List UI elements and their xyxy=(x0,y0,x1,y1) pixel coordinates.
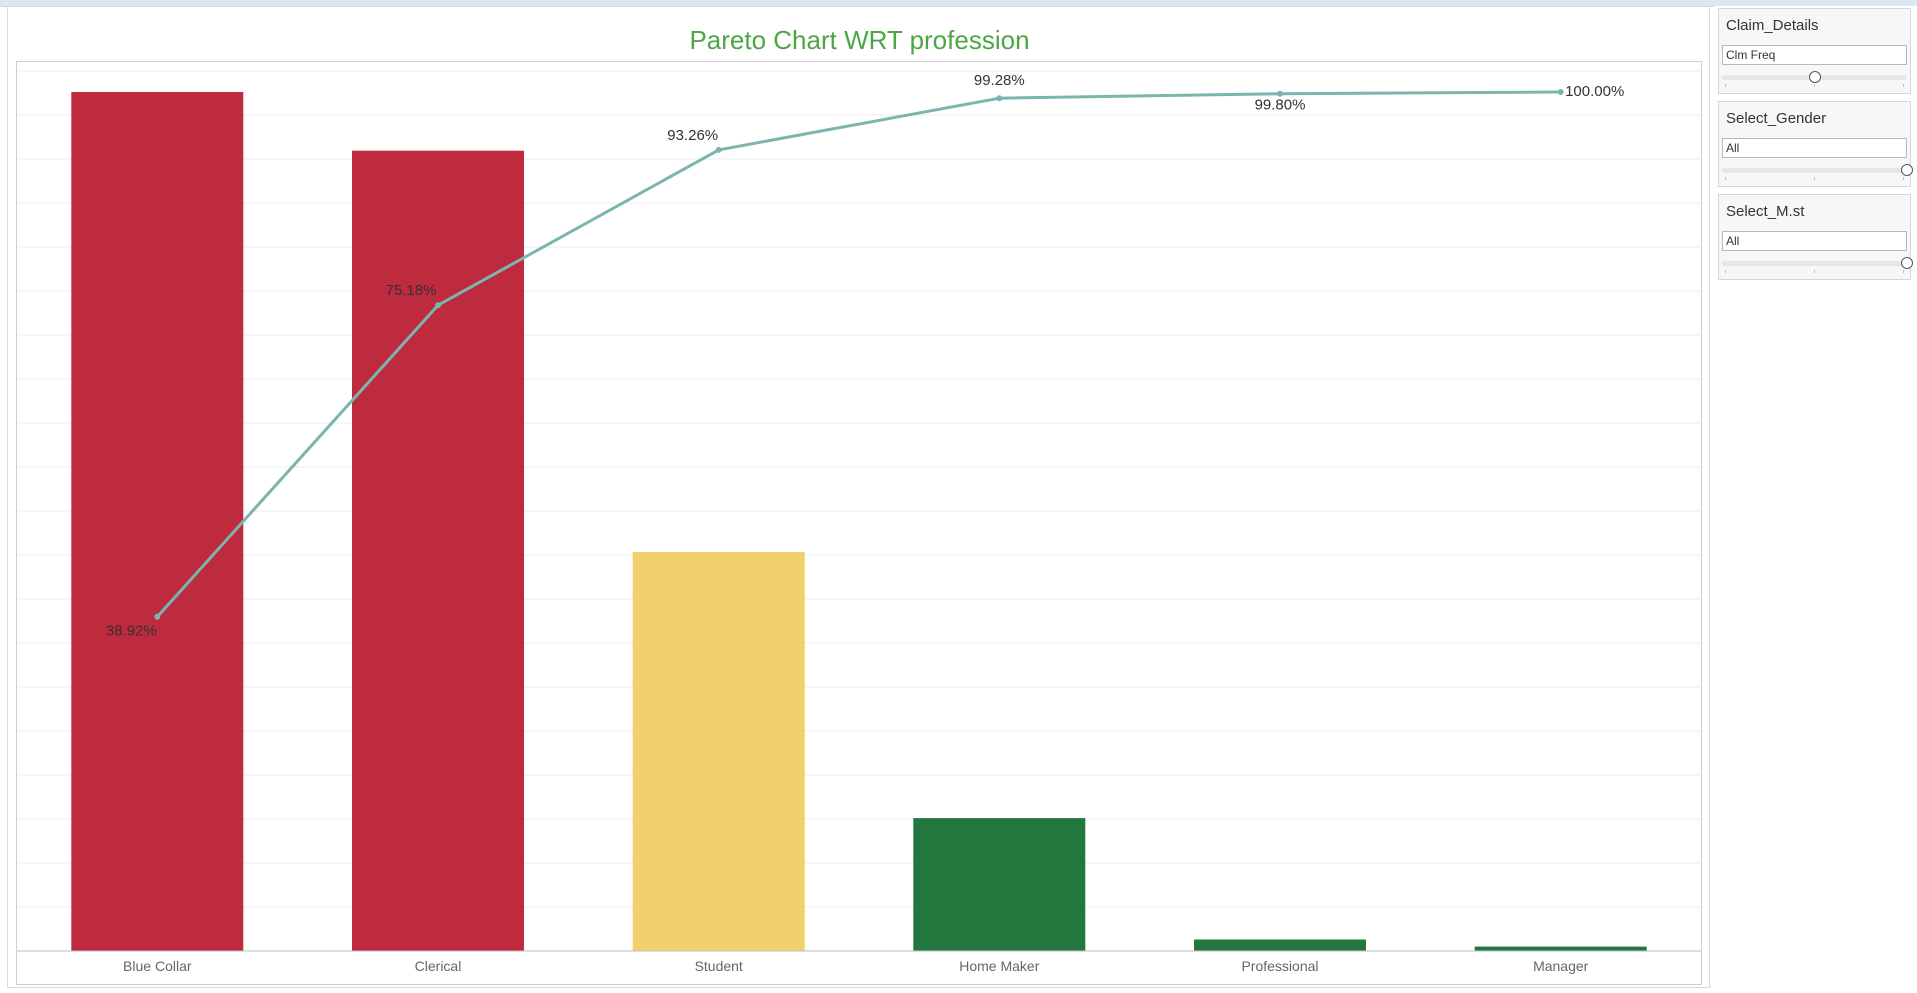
x-tick-label: Professional xyxy=(1241,958,1318,974)
cumulative-point xyxy=(1277,90,1283,97)
slider-thumb[interactable] xyxy=(1808,71,1821,83)
cumulative-line xyxy=(156,90,1561,618)
slider-thumb[interactable] xyxy=(1901,164,1913,176)
cumulative-label: 99.80% xyxy=(1255,97,1306,114)
x-tick-label: Student xyxy=(695,958,743,974)
x-tick-label: Clerical xyxy=(415,958,462,974)
cumulative-label: 93.26% xyxy=(667,127,718,144)
slider-tick xyxy=(1725,270,1726,273)
x-tick-label: Blue Collar xyxy=(123,958,192,974)
slider-tick xyxy=(1903,84,1904,87)
slider-thumb[interactable] xyxy=(1901,257,1913,269)
bar-home-maker xyxy=(913,818,1086,951)
chart-title: Pareto Chart WRT profession xyxy=(689,25,1030,55)
x-tick-label: Manager xyxy=(1533,958,1589,974)
bar-professional xyxy=(1194,939,1366,951)
bar-manager xyxy=(1474,946,1647,951)
claim-details-dropdown[interactable]: Clm Freq xyxy=(1722,45,1907,65)
slider-tick xyxy=(1725,177,1726,180)
cumulative-label: 100.00% xyxy=(1565,83,1624,100)
cumulative-point xyxy=(435,302,441,309)
plot-area: Blue Collar Clerical Student Home Maker Prof… xyxy=(16,61,1702,985)
bar-blue-collar xyxy=(71,92,244,951)
filter-card-select-mst: Select_M.st All xyxy=(1718,194,1913,280)
cumulative-label: 38.92% xyxy=(106,623,157,640)
slider-tick xyxy=(1814,270,1815,273)
cumulative-point xyxy=(1557,89,1564,95)
pareto-chart: Blue Collar Clerical Student Home Maker Prof… xyxy=(17,70,1701,974)
gender-dropdown[interactable]: All xyxy=(1722,138,1907,158)
filter-panel: Claim_Details Clm Freq Select_Gender All… xyxy=(1714,6,1917,988)
cumulative-point xyxy=(154,613,161,620)
mst-dropdown[interactable]: All xyxy=(1722,231,1907,251)
slider-tick xyxy=(1814,177,1815,180)
slider-tick xyxy=(1725,84,1726,87)
x-tick-label: Home Maker xyxy=(959,958,1039,974)
filter-title: Claim_Details xyxy=(1726,17,1819,34)
claim-details-slider[interactable] xyxy=(1722,71,1907,83)
bar-clerical xyxy=(352,150,524,951)
slider-tick xyxy=(1814,84,1815,87)
bar-student xyxy=(632,552,805,951)
filter-title: Select_M.st xyxy=(1726,203,1805,220)
mst-slider[interactable] xyxy=(1722,257,1913,269)
cumulative-label: 99.28% xyxy=(974,72,1025,89)
gender-slider[interactable] xyxy=(1722,164,1913,176)
slider-tick xyxy=(1903,270,1904,273)
cumulative-point xyxy=(715,146,722,153)
cumulative-point xyxy=(996,95,1003,102)
filter-card-select-gender: Select_Gender All xyxy=(1718,101,1913,187)
cumulative-label: 75.18% xyxy=(386,282,437,299)
slider-tick xyxy=(1903,177,1904,180)
filter-card-claim-details: Claim_Details Clm Freq xyxy=(1718,8,1911,94)
chart-panel: Pareto Chart WRT profession Blue Collar C… xyxy=(7,6,1710,988)
filter-title: Select_Gender xyxy=(1726,110,1827,127)
